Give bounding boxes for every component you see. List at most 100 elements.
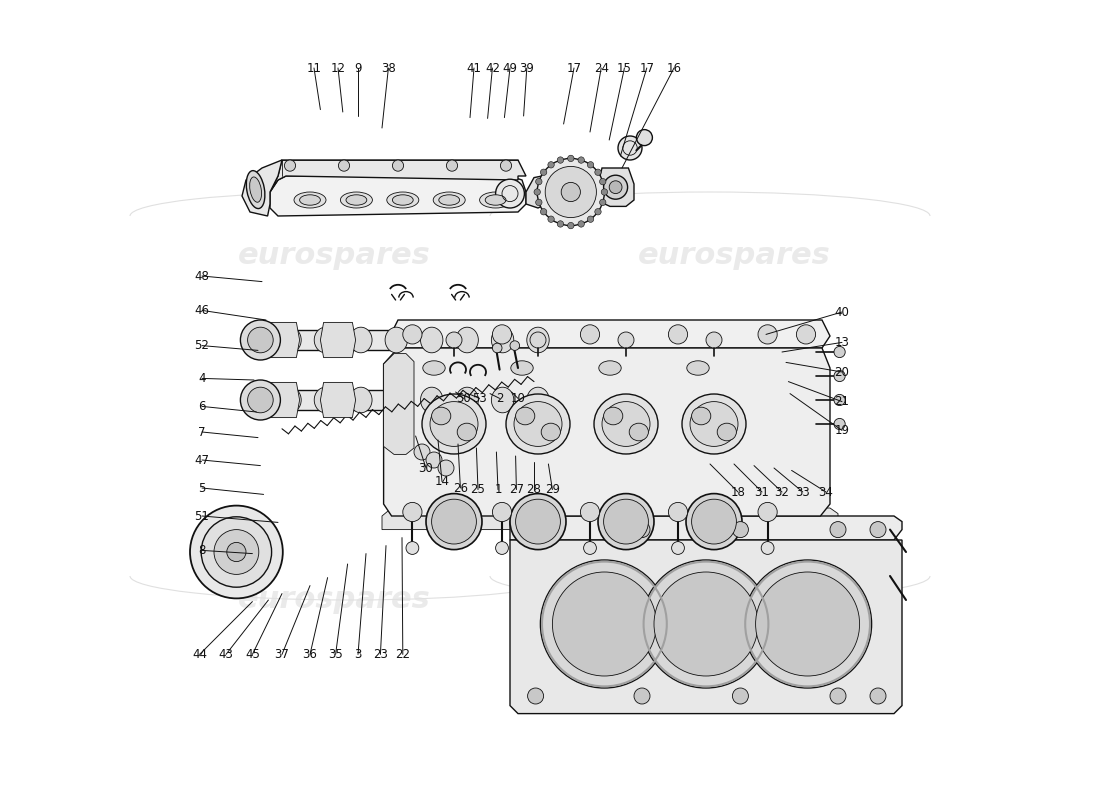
Text: eurospares: eurospares bbox=[638, 586, 830, 614]
Text: 34: 34 bbox=[818, 486, 834, 498]
Ellipse shape bbox=[439, 194, 460, 206]
Circle shape bbox=[227, 542, 246, 562]
Ellipse shape bbox=[594, 394, 658, 454]
Text: 28: 28 bbox=[527, 483, 541, 496]
Circle shape bbox=[584, 542, 596, 554]
Text: 51: 51 bbox=[195, 510, 209, 522]
Text: 30: 30 bbox=[419, 462, 433, 474]
Circle shape bbox=[403, 325, 422, 344]
Circle shape bbox=[834, 394, 845, 406]
Text: 39: 39 bbox=[519, 62, 535, 74]
Text: 45: 45 bbox=[245, 648, 260, 661]
Circle shape bbox=[406, 542, 419, 554]
Ellipse shape bbox=[250, 177, 262, 202]
Circle shape bbox=[796, 325, 815, 344]
Circle shape bbox=[870, 688, 886, 704]
Polygon shape bbox=[270, 160, 526, 192]
Circle shape bbox=[431, 499, 476, 544]
Text: 52: 52 bbox=[195, 339, 209, 352]
Circle shape bbox=[540, 209, 547, 215]
Ellipse shape bbox=[598, 361, 622, 375]
Circle shape bbox=[493, 343, 502, 353]
Circle shape bbox=[758, 325, 778, 344]
Polygon shape bbox=[264, 322, 299, 358]
Ellipse shape bbox=[393, 194, 414, 206]
Circle shape bbox=[756, 572, 859, 676]
Text: eurospares: eurospares bbox=[238, 586, 430, 614]
Text: eurospares: eurospares bbox=[638, 242, 830, 270]
Text: 50: 50 bbox=[456, 392, 471, 405]
Circle shape bbox=[241, 320, 280, 360]
Text: 48: 48 bbox=[195, 270, 209, 282]
Ellipse shape bbox=[422, 394, 486, 454]
Text: 21: 21 bbox=[835, 395, 849, 408]
Circle shape bbox=[595, 209, 602, 215]
Ellipse shape bbox=[385, 327, 407, 353]
Circle shape bbox=[393, 160, 404, 171]
Ellipse shape bbox=[692, 407, 711, 425]
Text: 13: 13 bbox=[835, 336, 849, 349]
Text: 16: 16 bbox=[667, 62, 682, 74]
Polygon shape bbox=[258, 330, 562, 350]
Circle shape bbox=[642, 560, 770, 688]
Ellipse shape bbox=[717, 423, 736, 441]
Ellipse shape bbox=[458, 423, 476, 441]
Circle shape bbox=[618, 136, 642, 160]
Polygon shape bbox=[264, 382, 299, 418]
Text: 53: 53 bbox=[472, 392, 487, 405]
Circle shape bbox=[414, 444, 430, 460]
Circle shape bbox=[578, 157, 584, 163]
Circle shape bbox=[285, 160, 296, 171]
Circle shape bbox=[496, 179, 525, 208]
Text: 2: 2 bbox=[496, 392, 504, 405]
Circle shape bbox=[618, 332, 634, 348]
Ellipse shape bbox=[387, 192, 419, 208]
Ellipse shape bbox=[485, 194, 506, 206]
Circle shape bbox=[426, 494, 482, 550]
Circle shape bbox=[510, 341, 519, 350]
Text: 43: 43 bbox=[219, 648, 233, 661]
Circle shape bbox=[540, 560, 669, 688]
Ellipse shape bbox=[455, 387, 478, 413]
Ellipse shape bbox=[350, 387, 372, 413]
Text: 14: 14 bbox=[434, 475, 450, 488]
Circle shape bbox=[733, 522, 748, 538]
Circle shape bbox=[201, 517, 272, 587]
Polygon shape bbox=[258, 390, 562, 410]
Circle shape bbox=[834, 418, 845, 430]
Circle shape bbox=[581, 502, 600, 522]
Text: eurospares: eurospares bbox=[238, 242, 430, 270]
Ellipse shape bbox=[255, 328, 273, 352]
Circle shape bbox=[438, 460, 454, 476]
Text: 8: 8 bbox=[198, 544, 206, 557]
Text: 40: 40 bbox=[835, 306, 849, 318]
Ellipse shape bbox=[514, 402, 562, 446]
Circle shape bbox=[548, 162, 554, 168]
Polygon shape bbox=[382, 508, 838, 530]
Text: 29: 29 bbox=[544, 483, 560, 496]
Circle shape bbox=[536, 199, 542, 206]
Polygon shape bbox=[320, 382, 355, 418]
Circle shape bbox=[534, 189, 540, 195]
Text: 38: 38 bbox=[381, 62, 396, 74]
Circle shape bbox=[669, 502, 688, 522]
Ellipse shape bbox=[510, 361, 534, 375]
Ellipse shape bbox=[431, 407, 451, 425]
Circle shape bbox=[654, 572, 758, 676]
Text: 42: 42 bbox=[485, 62, 499, 74]
Circle shape bbox=[500, 160, 512, 171]
Text: 37: 37 bbox=[275, 648, 289, 661]
Text: 1: 1 bbox=[494, 483, 502, 496]
Circle shape bbox=[558, 157, 563, 163]
Circle shape bbox=[248, 387, 273, 413]
Ellipse shape bbox=[420, 327, 443, 353]
Circle shape bbox=[870, 522, 886, 538]
Circle shape bbox=[587, 216, 594, 222]
Ellipse shape bbox=[629, 423, 648, 441]
Circle shape bbox=[634, 522, 650, 538]
Polygon shape bbox=[384, 348, 830, 516]
Circle shape bbox=[447, 160, 458, 171]
Circle shape bbox=[496, 542, 508, 554]
Ellipse shape bbox=[246, 170, 265, 209]
Text: 24: 24 bbox=[594, 62, 608, 74]
